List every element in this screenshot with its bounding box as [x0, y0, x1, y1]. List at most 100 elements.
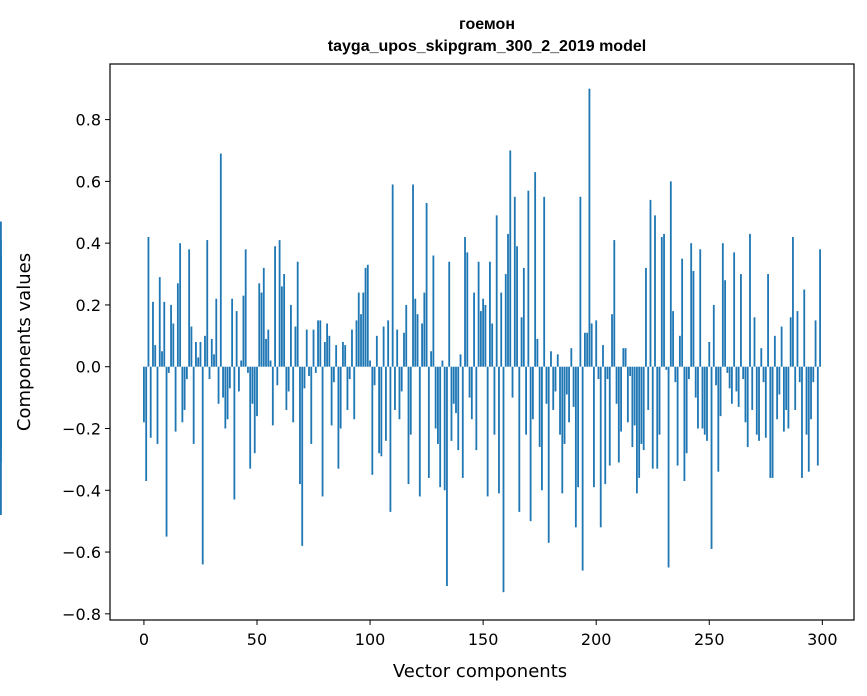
bar	[617, 366, 620, 463]
bar	[158, 277, 161, 367]
bar	[181, 366, 184, 423]
bar	[303, 366, 306, 389]
bar	[346, 366, 349, 410]
bar	[534, 172, 537, 367]
bar	[457, 366, 460, 451]
bar	[595, 320, 598, 367]
bar	[398, 366, 401, 420]
bar	[728, 366, 731, 389]
bar	[233, 366, 236, 500]
bar	[452, 366, 455, 404]
bar	[767, 274, 769, 367]
bar	[477, 261, 480, 367]
bar	[507, 233, 509, 367]
bar	[339, 366, 342, 429]
bar	[0, 366, 2, 383]
bar	[260, 292, 263, 367]
bar	[210, 338, 213, 367]
bar	[787, 366, 790, 429]
bar	[192, 366, 195, 444]
bar	[660, 236, 663, 367]
bar	[421, 323, 423, 367]
bar	[816, 366, 819, 466]
bar	[274, 246, 276, 367]
bar	[509, 150, 512, 367]
bar	[782, 366, 785, 432]
bar	[332, 366, 335, 383]
bar	[407, 366, 410, 485]
x-tick-label: 200	[581, 630, 612, 649]
y-tick-label: −0.8	[62, 605, 101, 624]
bar	[735, 366, 738, 392]
bar	[608, 366, 611, 466]
bar	[773, 335, 776, 367]
bar	[242, 295, 245, 367]
bar	[543, 196, 546, 367]
bar	[649, 199, 652, 367]
bar	[427, 366, 430, 478]
x-axis-ticks: 0 50 100 150 200 250 300	[139, 620, 838, 649]
bar	[276, 366, 279, 386]
bar	[599, 366, 602, 528]
y-axis-ticks: −0.8 −0.6 −0.4 −0.2 0.0 0.2 0.4 0.6 0.8	[62, 111, 110, 624]
bar	[197, 357, 200, 367]
bar	[400, 366, 403, 392]
bar	[253, 366, 256, 454]
bar	[414, 298, 417, 367]
bar	[504, 274, 507, 367]
bar	[287, 366, 290, 392]
bar	[577, 366, 580, 488]
bar	[213, 354, 215, 367]
y-tick-label: −0.4	[62, 481, 101, 500]
bar	[312, 329, 315, 367]
bar	[513, 196, 516, 367]
bar	[172, 323, 175, 367]
bar	[342, 342, 344, 367]
bar	[244, 249, 247, 367]
bar	[247, 366, 249, 373]
bar	[502, 366, 505, 593]
bar	[323, 342, 326, 367]
bar	[647, 366, 650, 410]
bar	[330, 366, 333, 426]
y-tick-label: 0.2	[76, 296, 101, 315]
bar	[378, 366, 381, 454]
bar	[195, 342, 197, 367]
bar	[271, 366, 274, 426]
bar	[674, 366, 677, 383]
bar	[581, 366, 584, 571]
bar	[753, 317, 756, 367]
bar	[439, 366, 442, 488]
bar	[669, 181, 672, 367]
bar	[482, 298, 485, 367]
bar	[280, 286, 283, 367]
bar	[373, 366, 376, 386]
bar	[154, 345, 157, 367]
bar	[267, 329, 270, 367]
bar	[425, 203, 428, 367]
bar	[620, 366, 622, 432]
bar	[812, 366, 815, 383]
bar	[468, 366, 471, 398]
bar	[461, 366, 464, 478]
bar	[683, 366, 686, 481]
bar	[563, 366, 566, 444]
bar	[491, 323, 494, 367]
bar	[554, 366, 557, 392]
bar	[755, 366, 758, 435]
bar	[814, 320, 817, 367]
bar	[807, 366, 810, 472]
bar	[310, 366, 313, 444]
bar	[651, 366, 654, 469]
bar	[337, 366, 340, 469]
bar	[156, 366, 159, 444]
bar	[163, 301, 166, 367]
bar	[375, 335, 378, 367]
bar	[335, 345, 338, 367]
bar	[348, 366, 351, 380]
bar	[459, 354, 462, 367]
bar	[152, 301, 154, 367]
bar	[681, 258, 684, 367]
x-tick-label: 300	[807, 630, 838, 649]
x-tick-label: 0	[139, 630, 149, 649]
